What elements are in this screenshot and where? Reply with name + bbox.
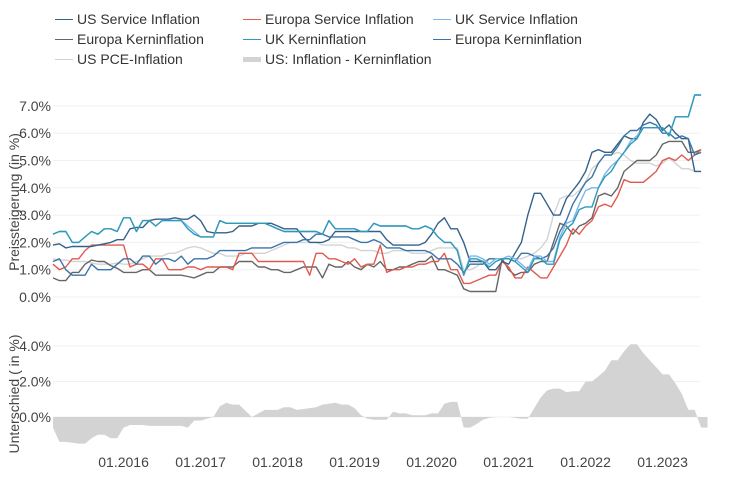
legend-item[interactable]: UK Service Inflation [433, 11, 578, 27]
top-series-lines [52, 94, 702, 293]
x-tick-label: 01.2017 [175, 454, 226, 470]
x-tick-label: 01.2018 [252, 454, 303, 470]
legend-swatch [55, 18, 73, 20]
legend: US Service Inflation Europa Service Infla… [0, 0, 750, 75]
legend-item[interactable]: Europa Kerninflation [433, 31, 582, 47]
legend-swatch [243, 56, 261, 62]
x-tick-label: 01.2022 [560, 454, 611, 470]
legend-item[interactable]: US Service Inflation [55, 11, 200, 27]
top-gridlines [53, 105, 700, 298]
legend-label: US Service Inflation [77, 11, 200, 27]
bottom-area [53, 344, 708, 444]
legend-item[interactable]: US PCE-Inflation [55, 51, 183, 67]
top-y-tick-label: 1.0% [19, 262, 51, 278]
legend-swatch [55, 38, 73, 40]
bottom-y-axis-label: Unterschied ( in %) [6, 334, 22, 453]
legend-label: Europa Kerninflation [455, 31, 582, 47]
x-tick-label: 01.2021 [483, 454, 534, 470]
legend-swatch [433, 18, 451, 20]
bottom-y-tick-label: 2.0% [19, 374, 51, 390]
series-line-europa-kerninflation-5 [52, 121, 702, 276]
legend-swatch [243, 18, 261, 20]
legend-item[interactable]: UK Kerninflation [243, 31, 366, 47]
top-y-tick-label: 4.0% [19, 180, 51, 196]
top-y-tick-label: 6.0% [19, 125, 51, 141]
series-line-us-pce-inflation-6 [52, 151, 702, 271]
series-line-uk-service-inflation-2 [52, 94, 702, 276]
bottom-y-axis-ticks: 0.0% 2.0% 4.0% [19, 338, 51, 425]
legend-label: Europa Kerninflation [77, 31, 204, 47]
legend-swatch [433, 38, 451, 40]
series-line-europa-kerninflation-3 [52, 140, 702, 293]
legend-label: UK Service Inflation [455, 11, 578, 27]
top-y-tick-label: 2.0% [19, 234, 51, 250]
top-y-tick-label: 5.0% [19, 153, 51, 169]
top-y-axis-label: Preissteigerung (in %) [6, 133, 22, 271]
x-tick-label: 01.2023 [637, 454, 688, 470]
bottom-y-tick-label: 4.0% [19, 338, 51, 354]
legend-label: Europa Service Inflation [265, 11, 414, 27]
legend-label: US: Inflation - Kerninflation [265, 51, 432, 67]
top-y-axis-ticks: 0.0% 1.0% 2.0% 3.0% 4.0% 5.0% 6.0% 7.0% [19, 98, 51, 305]
top-y-tick-label: 7.0% [19, 98, 51, 114]
legend-item[interactable]: US: Inflation - Kerninflation [243, 51, 432, 67]
top-y-tick-label: 0.0% [19, 289, 51, 305]
legend-label: UK Kerninflation [265, 31, 367, 47]
legend-swatch [243, 38, 261, 40]
series-line-us-service-inflation-0 [52, 113, 702, 271]
difference-area [53, 344, 708, 444]
x-axis-ticks: 01.2016 01.2017 01.2018 01.2019 01.2020 01.20… [98, 454, 688, 470]
top-y-tick-label: 3.0% [19, 207, 51, 223]
x-tick-label: 01.2019 [329, 454, 380, 470]
bottom-y-tick-label: 0.0% [19, 409, 51, 425]
legend-item[interactable]: Europa Kerninflation [55, 31, 204, 47]
legend-label: US PCE-Inflation [77, 51, 183, 67]
x-tick-label: 01.2020 [406, 454, 457, 470]
series-line-uk-kerninflation-4 [52, 94, 702, 276]
series-line-europa-service-inflation-1 [52, 149, 702, 285]
legend-item[interactable]: Europa Service Inflation [243, 11, 414, 27]
x-tick-label: 01.2016 [98, 454, 149, 470]
legend-swatch [55, 58, 73, 60]
